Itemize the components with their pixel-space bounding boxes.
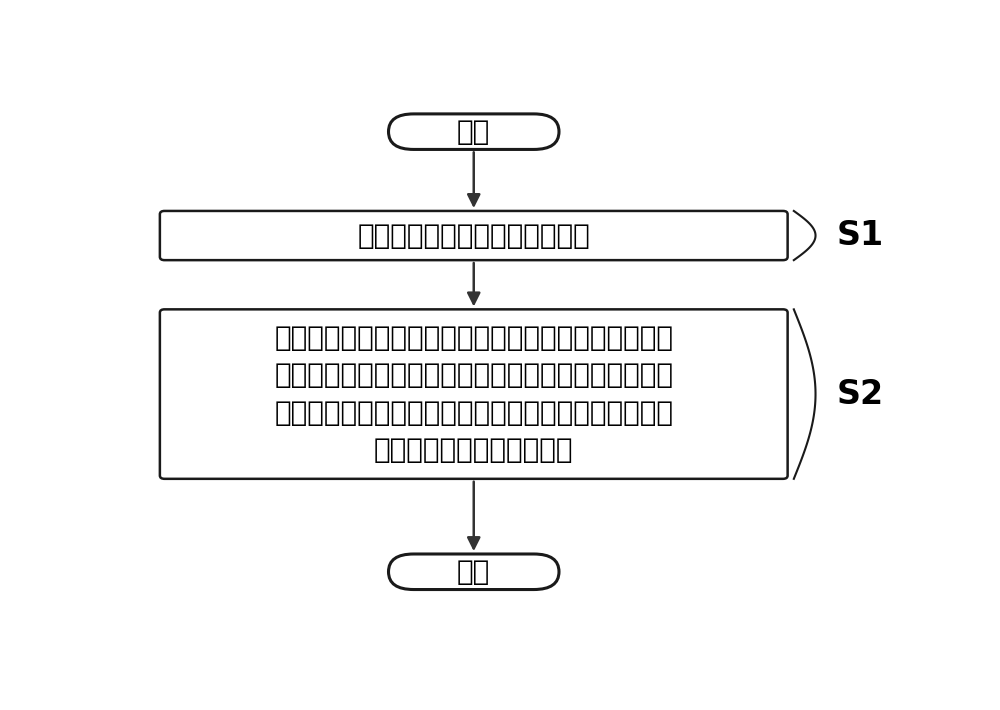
Text: 形成悬浮的三维水凝胶阵列: 形成悬浮的三维水凝胶阵列	[374, 436, 574, 464]
FancyBboxPatch shape	[388, 554, 559, 589]
Text: S1: S1	[836, 219, 884, 252]
Text: 所述超疏水非粘附细胞培养界面高通量地将三维培养有: 所述超疏水非粘附细胞培养界面高通量地将三维培养有	[274, 361, 673, 390]
Text: 开始: 开始	[457, 118, 490, 146]
Text: S2: S2	[836, 378, 884, 410]
FancyBboxPatch shape	[160, 310, 788, 479]
FancyBboxPatch shape	[388, 114, 559, 149]
Text: 制备超疏水非粘附细胞培养界面: 制备超疏水非粘附细胞培养界面	[357, 222, 590, 249]
Text: 制备模拟细胞微环境的仿细胞外基质三维水凝胶，利用: 制备模拟细胞微环境的仿细胞外基质三维水凝胶，利用	[274, 324, 673, 352]
Text: 结束: 结束	[457, 558, 490, 586]
FancyBboxPatch shape	[160, 211, 788, 260]
Text: 待测细胞的仿细胞外基质三维水凝胶悬浮于培养基中，: 待测细胞的仿细胞外基质三维水凝胶悬浮于培养基中，	[274, 399, 673, 427]
